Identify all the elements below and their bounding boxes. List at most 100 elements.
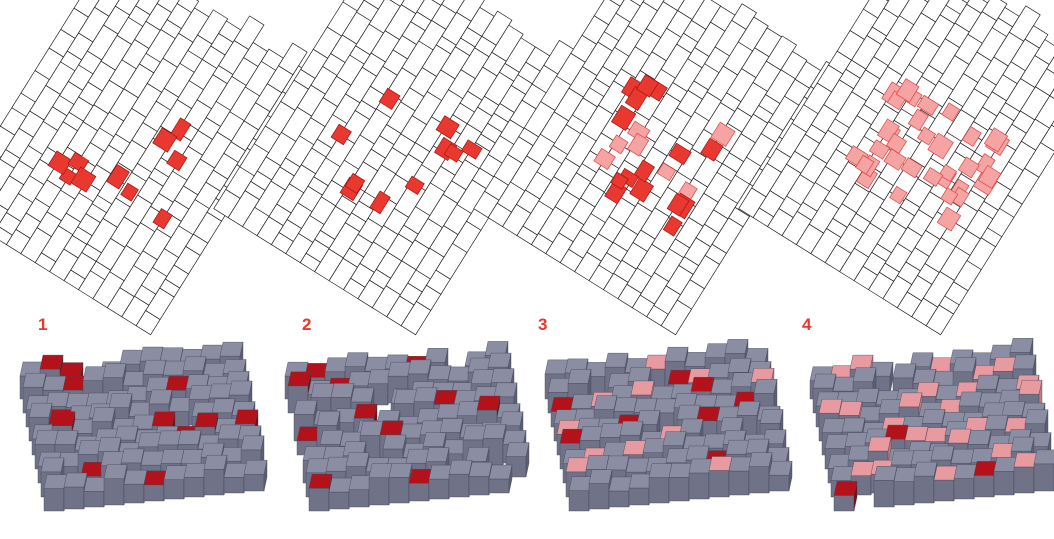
intervention-lot (106, 163, 130, 190)
block-top (1009, 338, 1034, 353)
block-top (344, 352, 369, 367)
block-front (63, 486, 85, 510)
intervention-lot (152, 207, 173, 230)
block-top (847, 445, 872, 461)
block-top (145, 377, 170, 392)
block-top (182, 356, 207, 371)
block-top (913, 461, 938, 477)
block-top (305, 458, 330, 474)
block-top (470, 369, 495, 384)
intervention-lot (593, 147, 616, 170)
intervention-lot (900, 156, 923, 179)
block-top (568, 476, 593, 491)
intervention-lot (977, 164, 1002, 189)
block-front (688, 472, 710, 500)
block-top (413, 387, 438, 402)
block-top (388, 463, 413, 478)
block-top (28, 402, 53, 418)
block-front (913, 475, 935, 504)
block-top (930, 445, 955, 461)
intervention-lot (662, 215, 683, 237)
site-plan (0, 0, 314, 336)
block-front (648, 477, 670, 504)
block-top (650, 385, 675, 401)
block-top (319, 430, 344, 445)
block-top (424, 348, 449, 363)
block-top (984, 414, 1009, 430)
block-top (947, 428, 972, 444)
block-front (873, 480, 895, 508)
block-top (818, 398, 843, 414)
block-top (973, 461, 998, 476)
block-front (103, 478, 125, 506)
block-top (65, 393, 90, 408)
block-top (462, 425, 487, 441)
block-top (993, 457, 1018, 472)
block-front (628, 487, 650, 506)
block-top (550, 397, 575, 412)
block-front (973, 475, 995, 498)
block-top (353, 403, 378, 419)
block-top (710, 378, 735, 394)
block-front (488, 478, 510, 494)
block-top (91, 407, 116, 422)
block-top (405, 448, 430, 464)
block-top (408, 469, 433, 484)
intervention-lot (710, 121, 736, 147)
block-top (838, 401, 863, 416)
block-top (990, 443, 1015, 458)
block-top (970, 448, 995, 463)
block-top (1033, 449, 1054, 465)
block-top (308, 473, 333, 489)
intervention-lot (378, 87, 401, 110)
block-top (642, 438, 667, 453)
block-front (368, 477, 390, 506)
block-front (348, 489, 370, 508)
block-top (42, 375, 67, 391)
lot (385, 0, 416, 7)
block-top (119, 349, 144, 365)
block-top (599, 423, 624, 438)
block-top (177, 430, 202, 445)
intervention-lot (152, 127, 178, 153)
block-top (223, 463, 248, 478)
block-top (921, 409, 946, 424)
block-top (22, 372, 47, 388)
block-top (439, 418, 464, 433)
block-top (827, 454, 852, 469)
block-top (696, 406, 721, 421)
block-front (608, 490, 630, 508)
block-top (143, 470, 168, 486)
block-top (967, 430, 992, 445)
block-front (308, 487, 330, 512)
lot (176, 0, 200, 14)
intervention-lot (610, 104, 637, 131)
block-top (448, 459, 473, 475)
block-front (933, 479, 955, 502)
block-top (605, 455, 630, 471)
block-top (97, 437, 122, 452)
block-top (636, 410, 661, 425)
block-top (163, 465, 188, 480)
block-top (633, 398, 658, 413)
lot (363, 0, 394, 10)
intervention-lot (889, 185, 908, 205)
block-top (833, 481, 858, 496)
block-top (852, 367, 877, 382)
block-top (665, 448, 690, 463)
block-top (867, 436, 892, 452)
intervention-lot (957, 156, 980, 179)
block-top (217, 424, 242, 440)
block-top (619, 420, 644, 436)
lot (625, 0, 658, 7)
block-top (379, 420, 404, 435)
lot (426, 0, 452, 6)
block-top (912, 369, 937, 384)
block-top (436, 403, 461, 419)
block-top (407, 359, 432, 375)
block-top (544, 359, 569, 375)
block-top (824, 434, 849, 449)
block-top (427, 365, 452, 380)
block-top (748, 452, 773, 467)
